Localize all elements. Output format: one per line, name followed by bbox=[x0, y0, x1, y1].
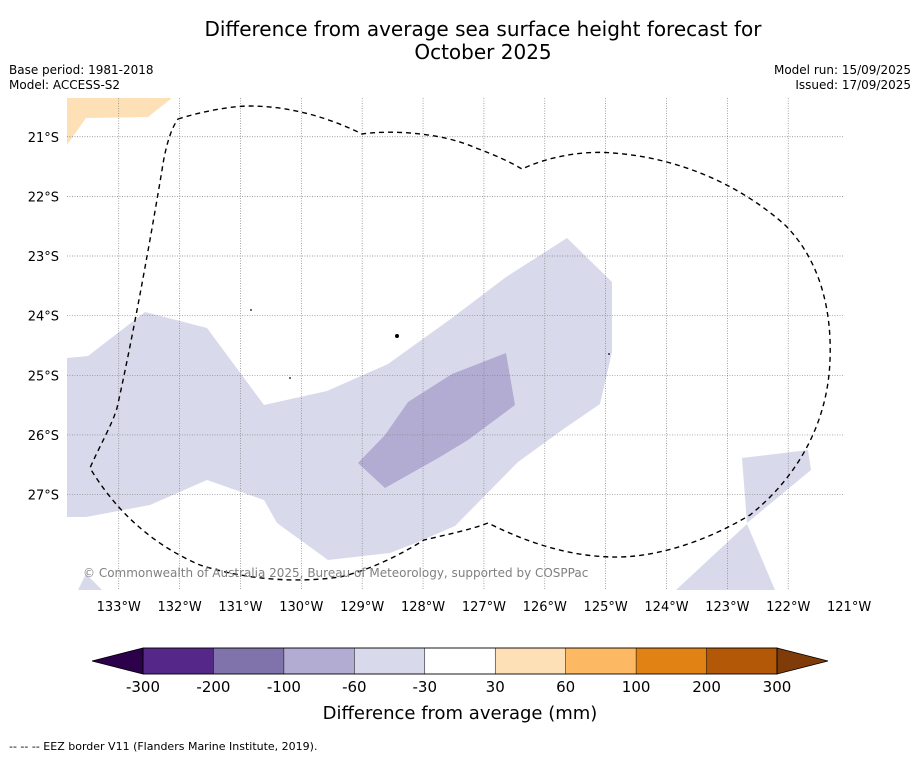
colorbar-segment bbox=[565, 647, 637, 675]
colorbar-outline bbox=[142, 647, 778, 675]
colorbar-under-triangle bbox=[91, 647, 144, 675]
colorbar-over-triangle bbox=[776, 647, 829, 675]
region-minus-100-to-minus-60 bbox=[358, 353, 515, 488]
colorbar-segment bbox=[706, 647, 778, 675]
colorbar-tick-label: -100 bbox=[267, 678, 301, 696]
longitude-label: 128°W bbox=[401, 600, 445, 615]
colorbar-segment bbox=[494, 647, 567, 675]
latitude-labels: 21°S 22°S 23°S 24°S 25°S 26°S 27°S bbox=[28, 131, 59, 504]
colorbar-segment bbox=[142, 647, 215, 675]
longitude-label: 125°W bbox=[584, 600, 628, 615]
island-dot bbox=[250, 309, 252, 311]
longitude-label: 129°W bbox=[340, 600, 384, 615]
map-area: © Commonwealth of Australia 2025, Bureau… bbox=[67, 98, 843, 590]
issued-date: Issued: 17/09/2025 bbox=[795, 78, 911, 92]
colorbar-tick-label: -30 bbox=[413, 678, 438, 696]
model-name: Model: ACCESS-S2 bbox=[9, 78, 121, 92]
colorbar-segment bbox=[283, 647, 356, 675]
latitude-label: 23°S bbox=[28, 250, 59, 265]
colorbar-title: Difference from average (mm) bbox=[323, 703, 598, 724]
longitude-label: 124°W bbox=[644, 600, 688, 615]
region-minus-60-to-minus-30 bbox=[67, 238, 612, 560]
longitude-label: 132°W bbox=[158, 600, 202, 615]
longitude-label: 126°W bbox=[523, 600, 567, 615]
colorbar-tick-label: 300 bbox=[763, 678, 792, 696]
colorbar-segment bbox=[635, 647, 708, 675]
colorbar-tick-label: 200 bbox=[692, 678, 721, 696]
colorbar-segment bbox=[213, 647, 285, 675]
island-dot bbox=[289, 377, 291, 379]
colorbar-tick-labels: -300 -200 -100 -60 -30 30 60 100 200 300 bbox=[126, 678, 791, 696]
longitude-label: 130°W bbox=[279, 600, 323, 615]
region-minus-60-to-minus-30-south bbox=[676, 524, 775, 590]
longitude-label: 131°W bbox=[218, 600, 262, 615]
metadata-left: Base period: 1981-2018 Model: ACCESS-S2 bbox=[9, 63, 154, 93]
latitude-label: 21°S bbox=[28, 131, 59, 146]
colorbar-segment bbox=[424, 647, 496, 675]
colorbar-segment bbox=[354, 647, 426, 675]
colorbar: -300 -200 -100 -60 -30 30 60 100 200 300 Differen… bbox=[91, 647, 829, 724]
latitude-label: 26°S bbox=[28, 429, 59, 444]
island-dot bbox=[395, 334, 399, 338]
graticule bbox=[67, 98, 843, 590]
eez-border bbox=[89, 105, 831, 581]
map-title: Difference from average sea surface heig… bbox=[0, 18, 919, 64]
latitude-label: 24°S bbox=[28, 310, 59, 325]
colorbar-tick-label: 60 bbox=[556, 678, 575, 696]
longitude-label: 121°W bbox=[827, 600, 871, 615]
model-run: Model run: 15/09/2025 bbox=[773, 63, 911, 77]
colorbar-tick-label: 30 bbox=[486, 678, 505, 696]
base-period: Base period: 1981-2018 bbox=[9, 63, 154, 77]
region-30-to-60 bbox=[67, 98, 172, 145]
longitude-label: 122°W bbox=[766, 600, 810, 615]
map-title-line-2: October 2025 bbox=[414, 40, 552, 64]
metadata-right: Model run: 15/09/2025 Issued: 17/09/2025 bbox=[774, 63, 911, 93]
latitude-label: 25°S bbox=[28, 369, 59, 384]
region-minus-60-to-minus-30-southeast bbox=[742, 450, 811, 523]
map-title-line-1: Difference from average sea surface heig… bbox=[204, 17, 762, 41]
colorbar-tick-label: 100 bbox=[622, 678, 651, 696]
copyright-notice: © Commonwealth of Australia 2025, Bureau… bbox=[83, 566, 588, 580]
longitude-label: 127°W bbox=[462, 600, 506, 615]
region-minus-60-to-minus-30-southwest bbox=[78, 574, 102, 590]
island-dot bbox=[608, 353, 610, 355]
longitude-label: 133°W bbox=[97, 600, 141, 615]
longitude-label: 123°W bbox=[705, 600, 749, 615]
colorbar-tick-label: -60 bbox=[342, 678, 367, 696]
colorbar-tick-label: -300 bbox=[126, 678, 160, 696]
latitude-label: 27°S bbox=[28, 489, 59, 504]
longitude-labels: 133°W 132°W 131°W 130°W 129°W 128°W 127°W 126°W… bbox=[97, 600, 872, 615]
colorbar-segments bbox=[142, 647, 778, 675]
eez-footnote: -- -- -- EEZ border V11 (Flanders Marine… bbox=[9, 740, 318, 753]
latitude-label: 22°S bbox=[28, 190, 59, 205]
colorbar-tick-label: -200 bbox=[196, 678, 230, 696]
